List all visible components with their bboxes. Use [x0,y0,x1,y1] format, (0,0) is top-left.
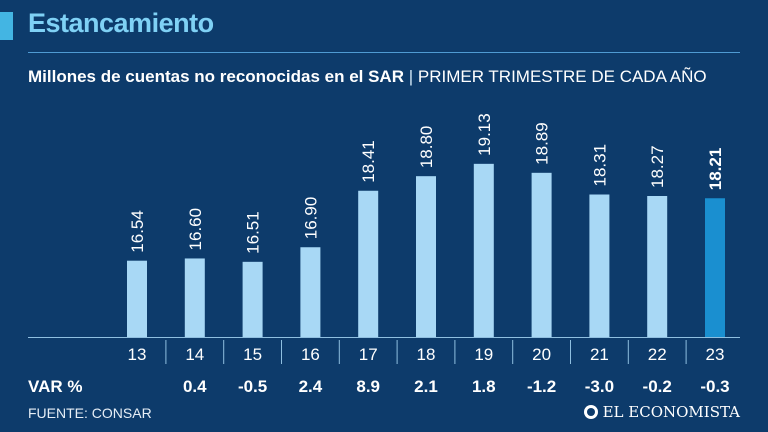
source-note: FUENTE: CONSAR [28,405,152,421]
bar-15 [242,261,263,337]
header-divider [28,52,740,53]
value-label-20: 18.89 [533,122,552,165]
subtitle-period: PRIMER TRIMESTRE DE CADA AÑO [417,67,707,86]
value-label-22: 18.27 [648,145,667,188]
value-label-13: 16.54 [128,210,147,253]
var-percent-label: VAR % [28,377,83,396]
x-tick-15: 15 [243,345,262,364]
var-pct-16: 2.4 [299,377,323,396]
title-accent-bar [0,12,13,40]
value-label-15: 16.51 [244,211,263,254]
brand-logo: EL ECONOMISTA [583,403,740,421]
var-pct-22: -0.2 [643,377,672,396]
x-tick-16: 16 [301,345,320,364]
subtitle-main: Millones de cuentas no reconocidas en el… [28,67,404,86]
page-title: Estancamiento [28,8,214,38]
bar-22 [647,196,668,337]
var-pct-17: 8.9 [356,377,380,396]
value-label-14: 16.60 [186,208,205,251]
var-pct-15: -0.5 [238,377,267,396]
chart-subtitle: Millones de cuentas no reconocidas en el… [28,67,707,87]
subtitle-separator: | [408,67,414,86]
x-tick-14: 14 [185,345,204,364]
bar-16 [300,247,321,337]
var-pct-14: 0.4 [183,377,207,396]
bar-23 [705,198,725,337]
var-pct-21: -3.0 [585,377,614,396]
bar-14 [184,258,205,337]
x-tick-21: 21 [590,345,609,364]
var-pct-18: 2.1 [414,377,438,396]
bar-17 [358,190,379,337]
bar-21 [589,194,610,337]
var-pct-20: -1.2 [527,377,556,396]
x-tick-18: 18 [417,345,436,364]
x-tick-13: 13 [128,345,147,364]
bar-20 [531,172,552,337]
x-tick-20: 20 [532,345,551,364]
bar-13 [127,260,147,337]
value-label-17: 18.41 [359,140,378,183]
x-tick-23: 23 [706,345,725,364]
value-label-23: 18.21 [706,148,725,191]
var-pct-23: -0.3 [700,377,729,396]
x-tick-17: 17 [359,345,378,364]
value-label-21: 18.31 [590,144,609,187]
x-tick-22: 22 [648,345,667,364]
x-tick-19: 19 [474,345,493,364]
brand-icon [583,405,598,419]
var-pct-19: 1.8 [472,377,496,396]
bar-19 [473,163,494,337]
value-label-16: 16.90 [301,197,320,240]
value-label-18: 18.80 [417,126,436,169]
bar-18 [416,176,436,337]
value-label-19: 19.13 [475,113,494,156]
brand-name: EL ECONOMISTA [602,403,740,421]
